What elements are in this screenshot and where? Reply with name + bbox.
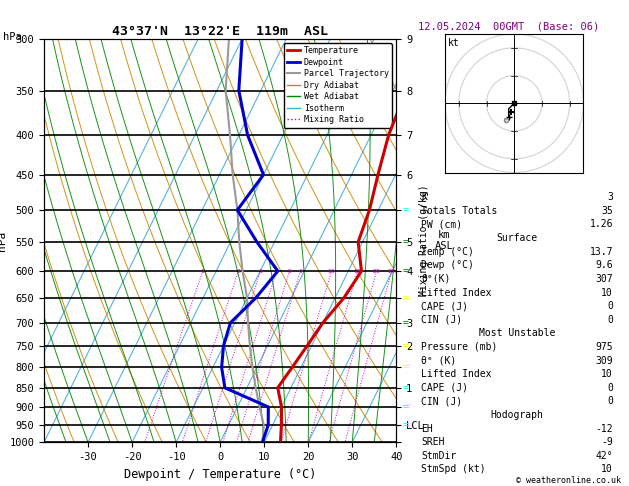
Text: StmDir: StmDir — [421, 451, 456, 461]
Text: Totals Totals: Totals Totals — [421, 206, 498, 216]
Text: =: = — [403, 293, 409, 303]
Text: Lifted Index: Lifted Index — [421, 369, 491, 379]
Text: 9.6: 9.6 — [596, 260, 613, 270]
Text: 35: 35 — [601, 206, 613, 216]
Text: 0: 0 — [607, 383, 613, 393]
Text: 10: 10 — [601, 465, 613, 474]
Y-axis label: km
ASL: km ASL — [435, 230, 454, 251]
Text: 1.26: 1.26 — [589, 220, 613, 229]
Text: 0: 0 — [607, 397, 613, 406]
Text: 13.7: 13.7 — [589, 247, 613, 257]
Text: CIN (J): CIN (J) — [421, 315, 462, 325]
Text: =: = — [403, 266, 409, 276]
Text: =: = — [403, 383, 409, 393]
Text: 4: 4 — [275, 269, 279, 274]
Text: 25: 25 — [387, 269, 396, 274]
Text: 10: 10 — [601, 288, 613, 297]
Text: StmSpd (kt): StmSpd (kt) — [421, 465, 486, 474]
Y-axis label: hPa: hPa — [0, 230, 6, 251]
Text: 20: 20 — [372, 269, 381, 274]
Text: =: = — [403, 402, 409, 412]
Text: θᵉ(K): θᵉ(K) — [421, 274, 450, 284]
Text: =: = — [403, 205, 409, 215]
Legend: Temperature, Dewpoint, Parcel Trajectory, Dry Adiabat, Wet Adiabat, Isotherm, Mi: Temperature, Dewpoint, Parcel Trajectory… — [284, 43, 392, 128]
Text: K: K — [421, 192, 427, 202]
X-axis label: Dewpoint / Temperature (°C): Dewpoint / Temperature (°C) — [124, 468, 316, 481]
Text: kt: kt — [448, 38, 459, 48]
Text: 10: 10 — [601, 369, 613, 379]
Text: Lifted Index: Lifted Index — [421, 288, 491, 297]
Text: CIN (J): CIN (J) — [421, 397, 462, 406]
Text: 975: 975 — [596, 342, 613, 352]
Text: © weatheronline.co.uk: © weatheronline.co.uk — [516, 476, 621, 485]
Text: 307: 307 — [596, 274, 613, 284]
Text: 5: 5 — [287, 269, 291, 274]
Text: Hodograph: Hodograph — [491, 410, 543, 420]
Text: 10: 10 — [328, 269, 335, 274]
Text: hPa: hPa — [3, 32, 22, 42]
Text: 12.05.2024  00GMT  (Base: 06): 12.05.2024 00GMT (Base: 06) — [418, 22, 599, 32]
Text: 15: 15 — [353, 269, 362, 274]
Text: =: = — [403, 363, 409, 372]
Text: ?: ? — [503, 118, 507, 123]
Text: 0: 0 — [607, 301, 613, 311]
Text: 42°: 42° — [596, 451, 613, 461]
Text: =: = — [403, 318, 409, 328]
Text: CAPE (J): CAPE (J) — [421, 383, 468, 393]
Text: CAPE (J): CAPE (J) — [421, 301, 468, 311]
Text: 3: 3 — [259, 269, 262, 274]
Text: Dewp (°C): Dewp (°C) — [421, 260, 474, 270]
Text: 1: 1 — [201, 269, 204, 274]
Text: Temp (°C): Temp (°C) — [421, 247, 474, 257]
Text: =: = — [403, 237, 409, 247]
Text: Pressure (mb): Pressure (mb) — [421, 342, 498, 352]
Text: 309: 309 — [596, 356, 613, 365]
Text: 6: 6 — [298, 269, 303, 274]
Text: SREH: SREH — [421, 437, 445, 447]
Text: Surface: Surface — [496, 233, 538, 243]
Text: =: = — [403, 420, 409, 430]
Text: Mixing Ratio (g/kg): Mixing Ratio (g/kg) — [420, 185, 430, 296]
Text: θᵉ (K): θᵉ (K) — [421, 356, 456, 365]
Text: EH: EH — [421, 424, 433, 434]
Text: =: = — [403, 341, 409, 351]
Text: -9: -9 — [601, 437, 613, 447]
Text: 2: 2 — [237, 269, 240, 274]
Title: 43°37'N  13°22'E  119m  ASL: 43°37'N 13°22'E 119m ASL — [112, 25, 328, 38]
Text: 0: 0 — [607, 315, 613, 325]
Text: -12: -12 — [596, 424, 613, 434]
Text: Most Unstable: Most Unstable — [479, 329, 555, 338]
Text: PW (cm): PW (cm) — [421, 220, 462, 229]
Text: 3: 3 — [607, 192, 613, 202]
